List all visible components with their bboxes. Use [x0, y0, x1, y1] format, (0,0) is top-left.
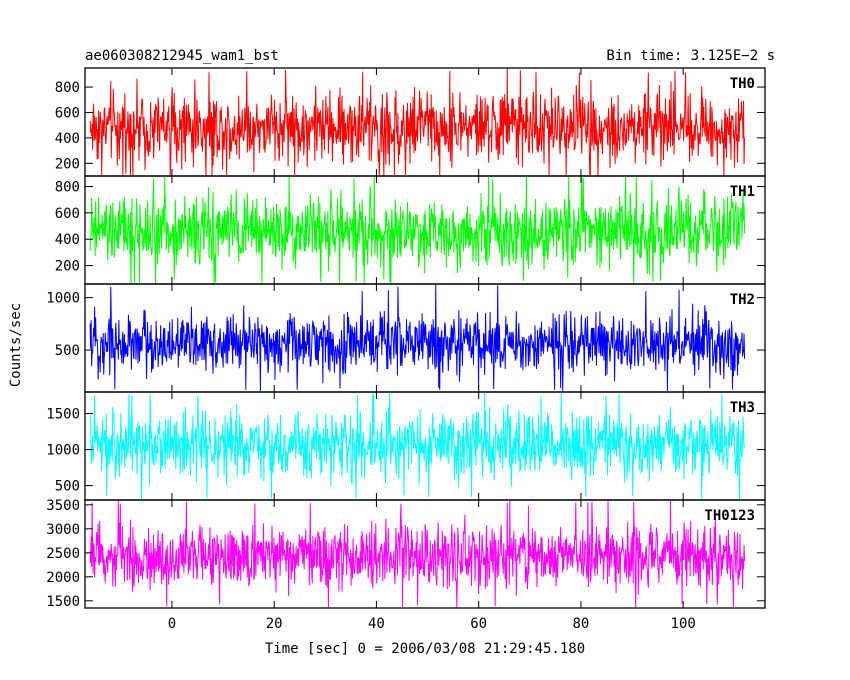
series-line-th1: [89, 176, 746, 285]
y-tick-label: 500: [55, 343, 80, 359]
x-tick-label: 100: [671, 616, 696, 632]
y-tick-label: 1000: [46, 291, 80, 307]
panel-label-th0: TH0: [730, 76, 755, 92]
y-tick-label: 500: [55, 479, 80, 495]
y-tick-label: 1000: [46, 443, 80, 459]
panel-th0123: 1500 2000 2500 3000 3500 TH0123: [46, 498, 766, 610]
series-line-th0: [89, 68, 746, 177]
y-tick-label: 3000: [46, 522, 80, 538]
y-tick-label: 400: [55, 232, 80, 248]
panel-label-th1: TH1: [730, 184, 755, 200]
y-axis-label: Counts/sec: [8, 303, 24, 387]
x-tick-label: 80: [573, 616, 590, 632]
y-tick-label: 200: [55, 259, 80, 275]
y-tick-label: 600: [55, 105, 80, 121]
y-tick-label: 800: [55, 80, 80, 96]
y-tick-label: 200: [55, 156, 80, 172]
panel-frame: [84, 499, 766, 609]
series-line-th2: [89, 284, 746, 392]
y-tick-label: 400: [55, 131, 80, 147]
panel-label-th0123: TH0123: [704, 508, 755, 524]
y-tick-label: 1500: [46, 594, 80, 610]
y-tick-label: 3500: [46, 498, 80, 514]
y-tick-label: 2000: [46, 570, 80, 586]
bin-time-label: Bin time: 3.125E−2 s: [606, 48, 775, 64]
x-tick-label: 40: [368, 616, 385, 632]
y-tick-label: 600: [55, 206, 80, 222]
chart-title: ae060308212945_wam1_bst: [85, 48, 279, 64]
panel-th3: 500 1000 1500 TH3: [46, 391, 766, 501]
x-tick-label: 20: [266, 616, 283, 632]
panel-th2: 500 1000 TH2: [46, 283, 766, 393]
panel-th1: 200 400 600 800 TH1: [55, 175, 766, 285]
y-tick-label: 2500: [46, 546, 80, 562]
x-tick-label: 60: [470, 616, 487, 632]
series-line-th0123: [89, 500, 746, 608]
y-tick-label: 1500: [46, 407, 80, 423]
y-tick-label: 800: [55, 180, 80, 196]
panel-th0: 200 400 600 800 TH0: [55, 67, 766, 177]
x-axis-label: Time [sec] 0 = 2006/03/08 21:29:45.180: [265, 641, 585, 657]
x-tick-label: 0: [168, 616, 176, 632]
panel-label-th2: TH2: [730, 292, 755, 308]
series-line-th3: [89, 392, 746, 500]
panel-label-th3: TH3: [730, 400, 755, 416]
